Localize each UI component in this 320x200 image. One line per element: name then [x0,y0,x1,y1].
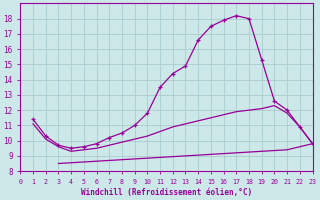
X-axis label: Windchill (Refroidissement éolien,°C): Windchill (Refroidissement éolien,°C) [81,188,252,197]
